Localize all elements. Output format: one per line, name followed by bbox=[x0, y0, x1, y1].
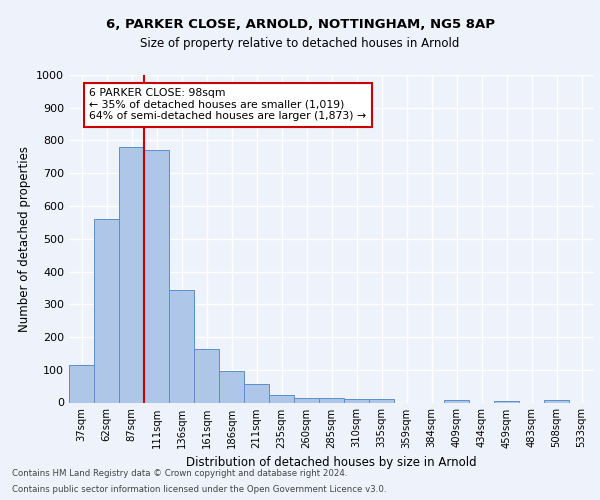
Bar bbox=[219, 370, 244, 402]
X-axis label: Distribution of detached houses by size in Arnold: Distribution of detached houses by size … bbox=[186, 456, 477, 469]
Bar bbox=[294, 398, 319, 402]
Bar bbox=[444, 400, 469, 402]
Bar bbox=[344, 398, 369, 402]
Bar bbox=[69, 365, 94, 403]
Y-axis label: Number of detached properties: Number of detached properties bbox=[17, 146, 31, 332]
Bar bbox=[319, 398, 344, 402]
Bar bbox=[494, 401, 519, 402]
Bar bbox=[169, 290, 194, 403]
Bar bbox=[244, 384, 269, 402]
Text: Contains HM Land Registry data © Crown copyright and database right 2024.: Contains HM Land Registry data © Crown c… bbox=[12, 468, 347, 477]
Bar bbox=[119, 147, 144, 403]
Bar bbox=[369, 399, 394, 402]
Bar bbox=[194, 350, 219, 403]
Text: 6 PARKER CLOSE: 98sqm
← 35% of detached houses are smaller (1,019)
64% of semi-d: 6 PARKER CLOSE: 98sqm ← 35% of detached … bbox=[89, 88, 366, 122]
Text: 6, PARKER CLOSE, ARNOLD, NOTTINGHAM, NG5 8AP: 6, PARKER CLOSE, ARNOLD, NOTTINGHAM, NG5… bbox=[106, 18, 494, 30]
Bar bbox=[144, 150, 169, 402]
Text: Size of property relative to detached houses in Arnold: Size of property relative to detached ho… bbox=[140, 38, 460, 51]
Bar bbox=[94, 219, 119, 402]
Bar bbox=[269, 396, 294, 402]
Bar bbox=[544, 400, 569, 402]
Text: Contains public sector information licensed under the Open Government Licence v3: Contains public sector information licen… bbox=[12, 485, 386, 494]
